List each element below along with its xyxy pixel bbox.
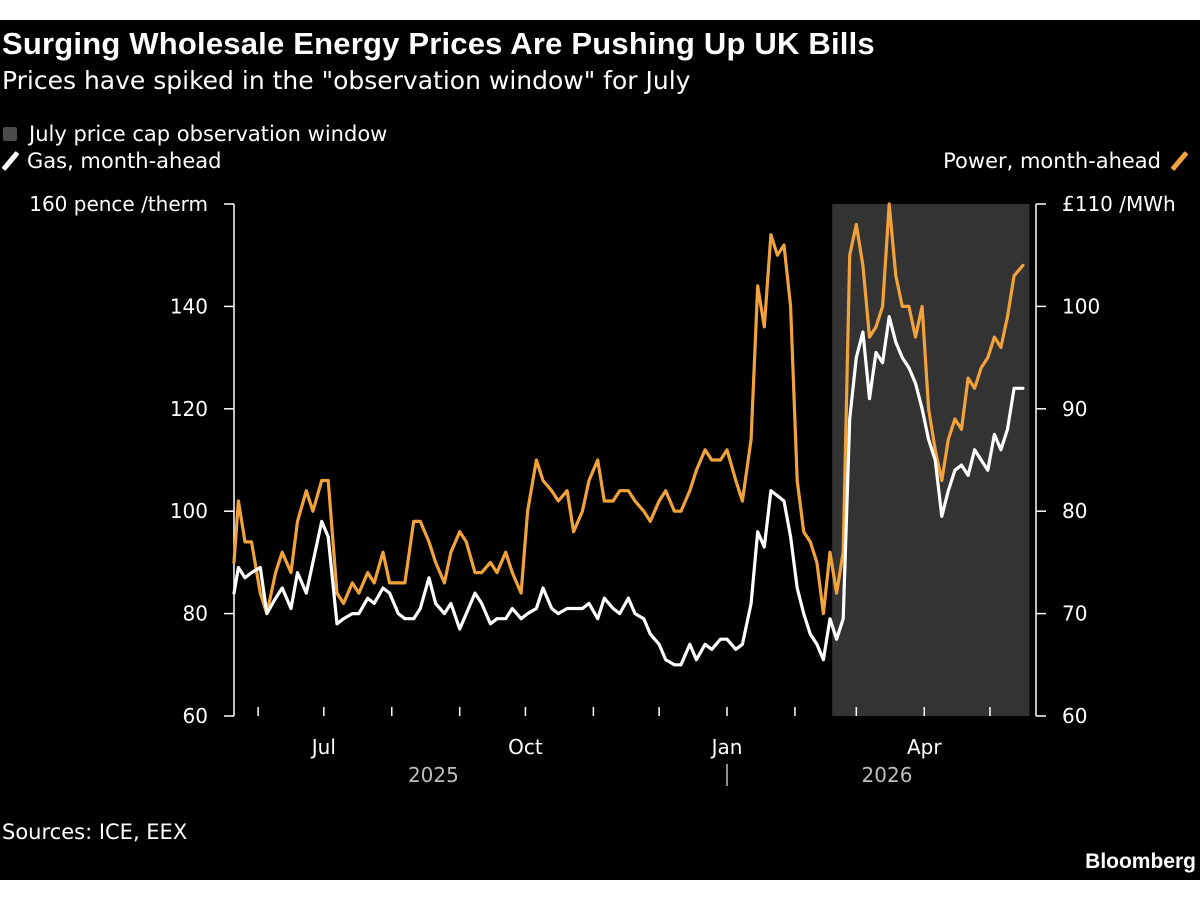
power-series-line (232, 202, 1025, 616)
chart-plot: 60 80 100 120 140 160 pence /therm 60 70 80 90 100… (29, 192, 1176, 787)
left-axis-tick-label: 80 (183, 602, 208, 626)
right-axis-tick-label: 60 (1062, 704, 1087, 728)
right-axis-tick-label: 70 (1062, 602, 1087, 626)
chart-frame: Surging Wholesale Energy Prices Are Push… (0, 20, 1200, 880)
window-swatch-icon (3, 127, 17, 141)
right-axis-tick-label: £110 /MWh (1062, 192, 1176, 216)
observation-window-band (832, 204, 1030, 716)
x-axis-tick-label: Jul (310, 735, 336, 759)
legend-power-label: Power, month-ahead (943, 149, 1161, 173)
legend-gas-label: Gas, month-ahead (27, 149, 222, 173)
x-axis-tick-label: Jan (710, 735, 743, 759)
left-axis-tick-label: 100 (170, 499, 208, 523)
left-axis-tick-label: 160 pence /therm (29, 192, 208, 216)
left-axis-tick-label: 140 (170, 294, 208, 318)
chart-title: Surging Wholesale Energy Prices Are Push… (2, 26, 875, 61)
chart-subtitle: Prices have spiked in the "observation w… (2, 66, 691, 95)
source-note: Sources: ICE, EEX (2, 820, 188, 844)
left-axis-tick-label: 60 (183, 704, 208, 728)
brand-logo: Bloomberg (1085, 850, 1196, 873)
legend-window: July price cap observation window (3, 122, 387, 146)
right-axis-tick-label: 90 (1062, 397, 1087, 421)
right-axis-tick-label: 80 (1062, 499, 1087, 523)
legend-power: Power, month-ahead (943, 149, 1189, 173)
x-axis-tick-label: Apr (907, 735, 942, 759)
x-axis-year-label: 2025 (408, 763, 459, 787)
x-axis-tick-label: Oct (508, 735, 543, 759)
legend-window-label: July price cap observation window (29, 122, 388, 146)
right-axis-tick-label: 100 (1062, 294, 1100, 318)
x-axis-year-label: 2026 (862, 763, 913, 787)
left-axis-tick-label: 120 (170, 397, 208, 421)
legend-gas: Gas, month-ahead (1, 149, 222, 173)
gas-series-line (232, 315, 1025, 667)
